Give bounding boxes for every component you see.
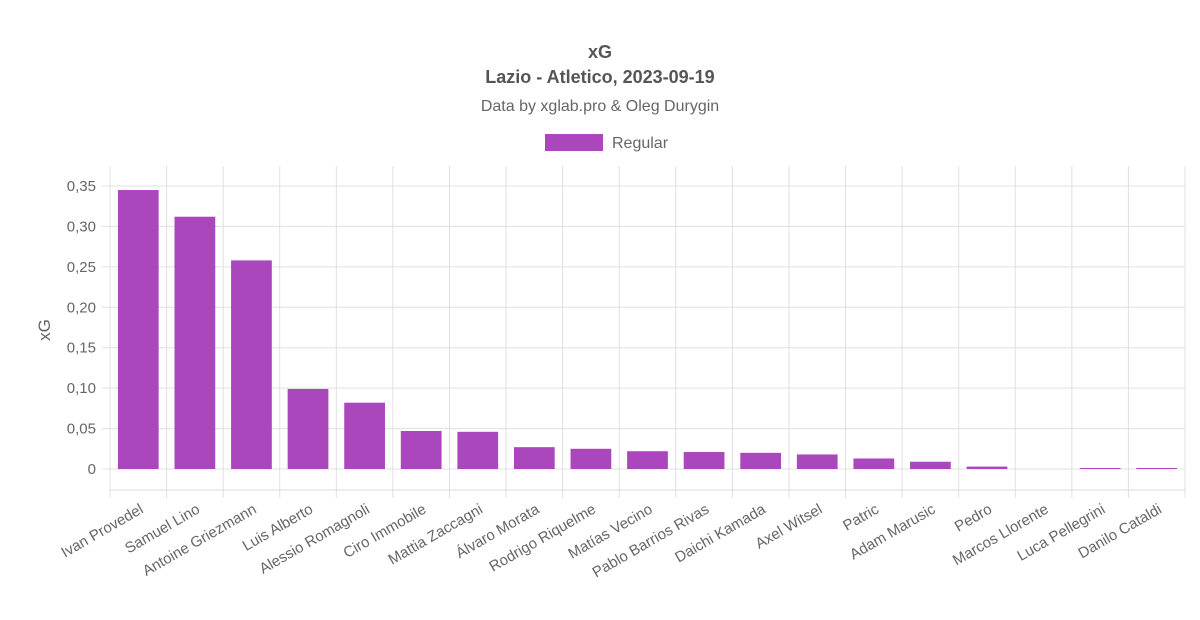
chart-caption: Data by xglab.pro & Oleg Durygin (480, 98, 720, 115)
x-tick-label: Patric (840, 500, 882, 534)
bar (627, 451, 668, 469)
bar (231, 260, 272, 469)
bar (174, 216, 216, 469)
chart-subtitle: Lazio - Atletico, 2023-09-19 (485, 67, 715, 87)
x-tick-label: Pedro (952, 501, 995, 536)
y-tick-label: 0,30 (67, 218, 96, 235)
y-tick-label: 0,15 (67, 340, 96, 357)
y-axis-title: xG (35, 319, 54, 341)
bar (1136, 468, 1178, 469)
bar (570, 448, 612, 469)
bar (683, 452, 725, 469)
bar (853, 458, 895, 469)
bar (513, 447, 555, 469)
bar (117, 190, 159, 470)
x-tick-label: Marcos Llorente (950, 501, 1052, 570)
bar (400, 430, 442, 469)
bar (457, 431, 499, 469)
y-tick-label: 0 (88, 461, 96, 478)
chart-title: xG (587, 42, 612, 62)
y-tick-label: 0,05 (67, 421, 96, 438)
bar (740, 452, 782, 469)
bar (287, 388, 329, 469)
bar (1079, 468, 1121, 469)
x-tick-label: Mattia Zaccagni (386, 501, 486, 569)
y-tick-label: 0,35 (67, 178, 96, 195)
y-tick-label: 0,25 (67, 259, 96, 276)
bar (966, 466, 1008, 469)
bar (796, 454, 838, 469)
legend-swatch (545, 134, 603, 151)
y-tick-label: 0,20 (67, 299, 96, 316)
y-tick-label: 0,10 (67, 380, 96, 397)
bar (344, 402, 385, 469)
legend-label: Regular (612, 135, 669, 152)
bar (910, 461, 951, 469)
